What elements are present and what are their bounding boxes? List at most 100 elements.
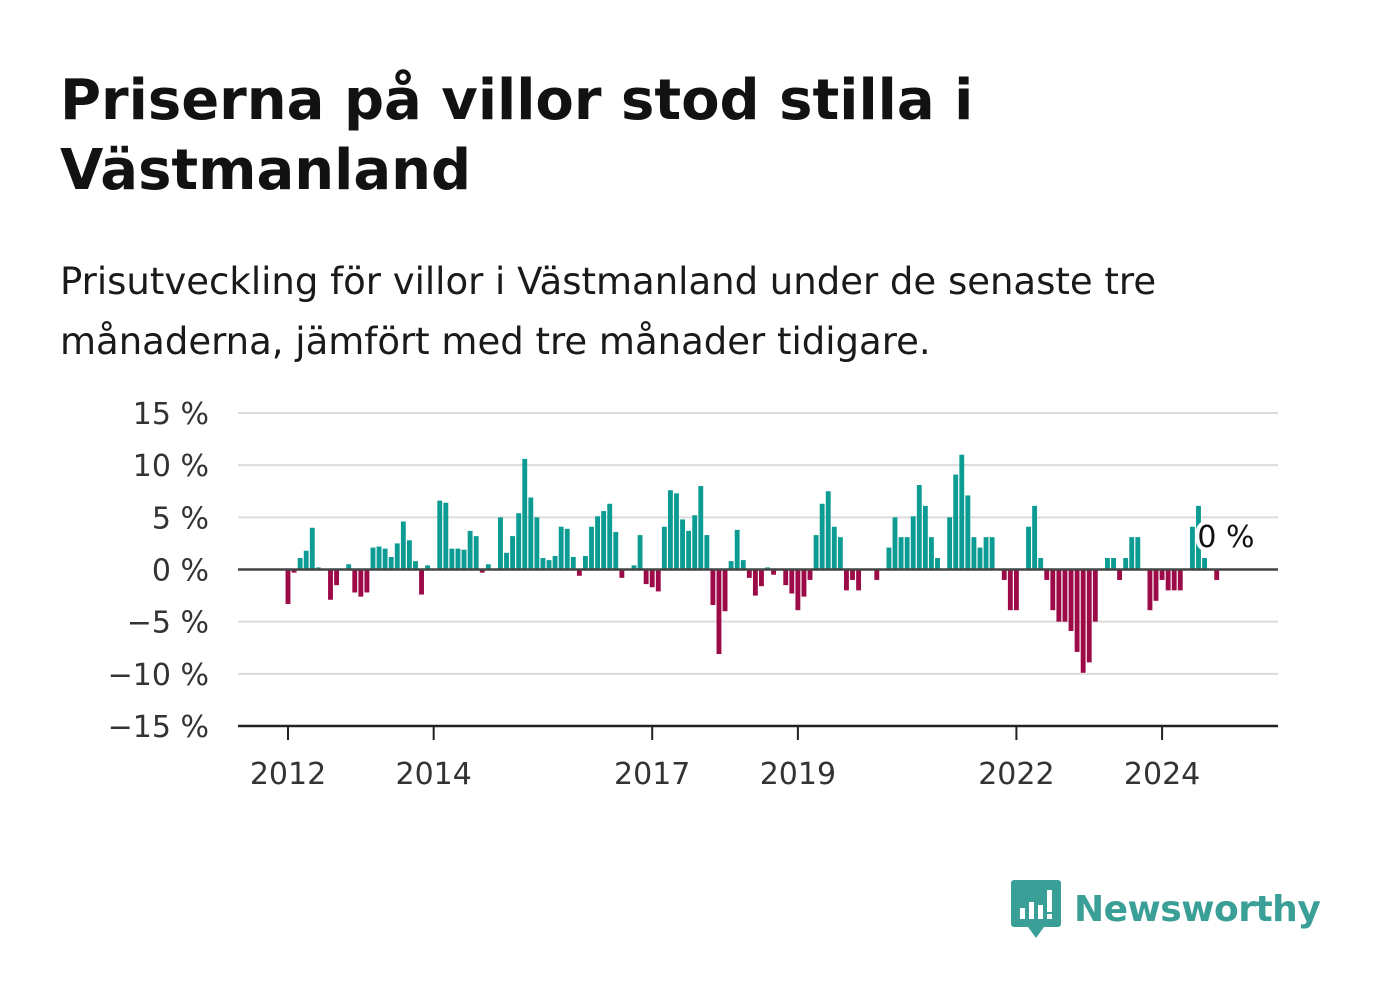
bar [977, 547, 983, 570]
bar [1153, 569, 1159, 601]
bar [522, 458, 528, 570]
bar [570, 556, 576, 570]
bar [692, 515, 698, 570]
axes [238, 568, 1278, 728]
bar [358, 569, 364, 597]
bar [1068, 569, 1074, 632]
x-axis-ticks: 2012 2014 2017 2019 2022 2024 [250, 726, 1200, 792]
bar [928, 537, 934, 570]
bar [467, 530, 473, 570]
bar [704, 535, 710, 570]
bar [564, 528, 570, 570]
bar [971, 537, 977, 570]
x-tick-label: 2019 [760, 757, 836, 792]
bar [935, 558, 940, 570]
bar [576, 569, 582, 576]
bar [922, 505, 928, 570]
bar [898, 537, 904, 570]
bar [461, 549, 467, 570]
bar [1080, 569, 1086, 673]
bar [1092, 569, 1098, 622]
bar [795, 569, 801, 611]
bar [376, 546, 382, 570]
y-tick-label: −5 % [127, 606, 209, 641]
bar [528, 497, 534, 570]
bar [473, 536, 479, 570]
bar [1026, 526, 1031, 570]
bar [661, 526, 667, 570]
bar [825, 491, 831, 570]
bar [1189, 526, 1195, 570]
bar [819, 503, 825, 570]
bar [413, 561, 418, 570]
bar [734, 529, 740, 570]
bar [892, 517, 898, 570]
bar [698, 486, 704, 570]
bar [309, 527, 315, 570]
bar [1074, 569, 1080, 652]
bar [953, 474, 959, 570]
bar [649, 569, 655, 588]
bar [1086, 569, 1092, 663]
bar [674, 493, 679, 570]
x-tick-label: 2024 [1124, 757, 1200, 792]
bar [1147, 569, 1153, 611]
bar [643, 569, 649, 585]
bar [370, 547, 376, 570]
latest-value-annotation: 0 % [1197, 520, 1254, 555]
bar [425, 565, 431, 570]
bar [631, 565, 637, 570]
bar [850, 569, 855, 580]
bar [740, 560, 746, 570]
bar [1062, 569, 1068, 622]
bar [1050, 569, 1056, 611]
bar [1159, 569, 1165, 580]
bar [449, 548, 455, 570]
bar [1135, 537, 1141, 570]
bar [1001, 569, 1007, 580]
bar [1129, 537, 1135, 570]
x-tick-label: 2012 [250, 757, 326, 792]
bar [728, 561, 734, 570]
bar [1165, 569, 1171, 591]
bar [534, 517, 540, 570]
bar [710, 569, 716, 605]
bar [983, 537, 989, 570]
bar [746, 569, 752, 578]
bar [303, 550, 309, 570]
bar [406, 540, 412, 570]
bar [722, 569, 728, 612]
bar [589, 526, 594, 570]
bar [856, 569, 862, 591]
bar [959, 454, 965, 570]
x-tick-label: 2022 [978, 757, 1054, 792]
bar [759, 569, 764, 587]
y-tick-label: 0 % [152, 554, 209, 589]
bar [1056, 569, 1062, 622]
bar [552, 555, 558, 570]
bar [874, 569, 880, 580]
bar [801, 569, 807, 597]
bar [443, 502, 449, 570]
bar [947, 517, 953, 570]
bar [394, 543, 400, 570]
chart-title: Priserna på villor stod stilla i Västman… [60, 68, 974, 203]
brand-name: Newsworthy [1074, 888, 1321, 930]
y-axis-ticks: 15 % 10 % 5 % 0 % −5 % −10 % −15 % [108, 397, 209, 745]
bar [1105, 558, 1110, 570]
bar [388, 556, 394, 570]
bar [297, 558, 303, 570]
bar [680, 519, 685, 570]
bar [831, 526, 837, 570]
bar [546, 560, 552, 570]
bar [771, 569, 777, 575]
bar [540, 558, 546, 570]
bar [783, 569, 789, 586]
bar [813, 535, 819, 570]
y-tick-label: −10 % [108, 658, 209, 693]
bar [1038, 558, 1044, 570]
bar [291, 569, 297, 573]
bar [607, 503, 613, 570]
bar [1111, 558, 1116, 570]
bar [285, 569, 291, 604]
